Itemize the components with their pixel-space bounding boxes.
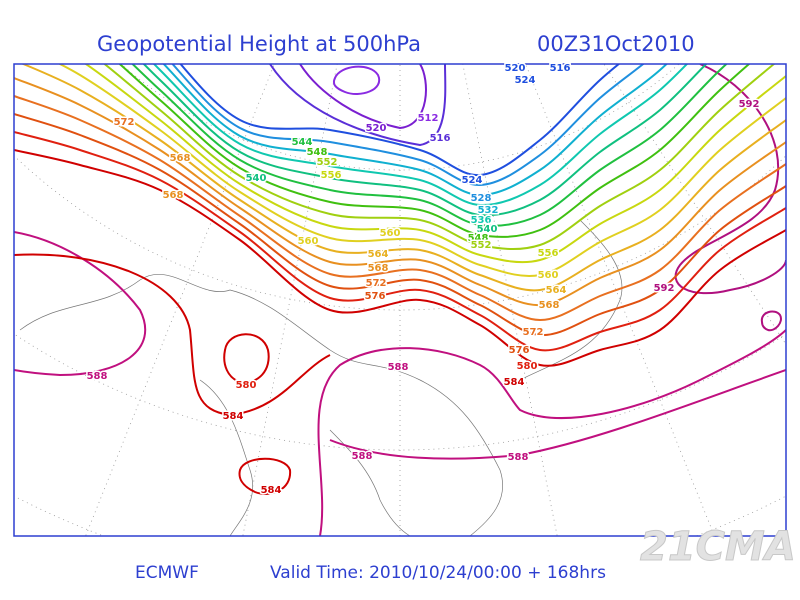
contour-label: 584 [261, 485, 282, 496]
contour-label: 556 [321, 170, 342, 181]
contour-line [103, 64, 776, 251]
contour-label: 548 [468, 233, 489, 244]
contour-label: 556 [538, 248, 559, 259]
contour-label: 524 [515, 75, 536, 86]
contour-label: 568 [539, 300, 560, 311]
contour-line [14, 77, 786, 307]
contour-label: 572 [114, 117, 135, 128]
contour-label: 540 [246, 173, 267, 184]
contour-line [131, 64, 728, 227]
contour-line [162, 64, 669, 197]
contour-line [14, 95, 786, 322]
contour-line [57, 64, 786, 277]
contour-label: 592 [739, 99, 760, 110]
contour-line [299, 64, 427, 130]
contour-label: 592 [654, 283, 675, 294]
contour-label: 520 [505, 63, 526, 74]
contour-label: 572 [523, 327, 544, 338]
contour-label: 568 [163, 190, 184, 201]
contour-line [674, 64, 786, 295]
contour-line [142, 64, 708, 217]
model-source: ECMWF [135, 563, 199, 583]
contour-line [269, 64, 447, 147]
contour-line [223, 333, 270, 384]
contour-label: 588 [352, 451, 373, 462]
contour-label: 580 [517, 361, 538, 372]
contour-line [171, 64, 645, 187]
contour-label: 552 [317, 157, 338, 168]
contour-line [14, 231, 147, 377]
contour-label: 584 [223, 411, 244, 422]
contour-label: 584 [504, 377, 525, 388]
contour-label: 544 [292, 137, 313, 148]
contour-label: 588 [87, 371, 108, 382]
contour-line [14, 149, 786, 367]
contour-line [332, 65, 381, 95]
contour-label: 548 [307, 147, 328, 158]
contour-label: 564 [368, 249, 389, 260]
contour-label: 588 [508, 452, 529, 463]
contour-line [14, 253, 331, 417]
contour-label: 532 [478, 205, 499, 216]
contour-label: 540 [477, 224, 498, 235]
contour-label: 572 [366, 278, 387, 289]
contour-line [238, 457, 292, 495]
contour-line [329, 369, 786, 460]
map-time: 00Z31Oct2010 [537, 32, 695, 56]
contour-line [118, 64, 751, 238]
map-title: Geopotential Height at 500hPa [97, 32, 421, 56]
contour-label: 560 [298, 236, 319, 247]
contour-label: 520 [366, 123, 387, 134]
watermark: 21CMA [640, 524, 796, 570]
contour-line [14, 131, 786, 352]
contour-label: 564 [546, 285, 567, 296]
contour-label: 588 [388, 362, 409, 373]
contour-label: 560 [380, 228, 401, 239]
contour-label: 580 [236, 380, 257, 391]
contour-line [20, 64, 786, 292]
contour-label: 560 [538, 270, 559, 281]
contour-label: 576 [509, 345, 530, 356]
contour-label: 568 [368, 263, 389, 274]
contour-labels: 520 5165245205125165245285325365405485525… [85, 62, 761, 498]
contour-line [152, 64, 689, 207]
contour-line [179, 64, 621, 177]
valid-time: Valid Time: 2010/10/24/00:00 + 168hrs [270, 563, 606, 583]
contour-line [317, 329, 786, 536]
contour-line [84, 64, 786, 264]
contour-line [760, 310, 782, 332]
contour-label: 524 [462, 175, 483, 186]
contour-line [14, 113, 786, 337]
map-frame [13, 63, 787, 537]
contour-label: 552 [471, 240, 492, 251]
contour-label: 528 [471, 193, 492, 204]
contour-label: 516 [430, 133, 451, 144]
contour-label: 576 [365, 291, 386, 302]
contours [14, 64, 786, 536]
contour-label: 568 [170, 153, 191, 164]
contour-label: 512 [418, 113, 439, 124]
contour-label: 536 [471, 215, 492, 226]
contour-label: 516 [550, 63, 571, 74]
